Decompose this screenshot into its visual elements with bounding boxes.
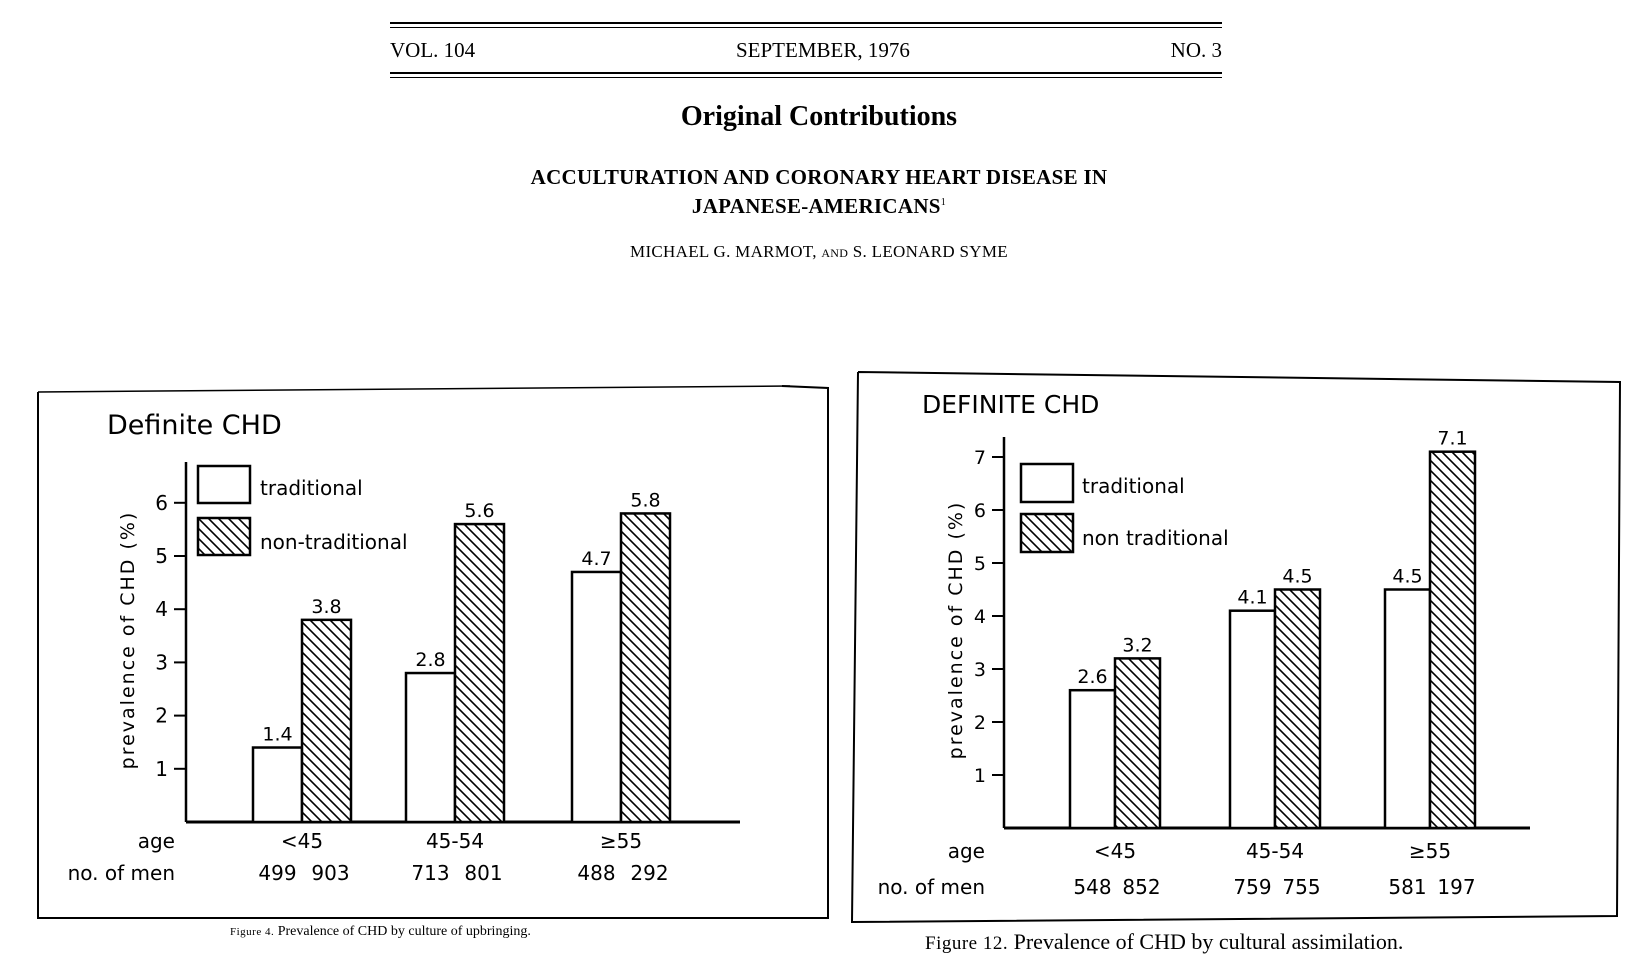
men-count: 903 — [311, 861, 349, 885]
y-tick-label: 3 — [155, 650, 168, 674]
authors-second: S. LEONARD SYME — [852, 242, 1008, 261]
figure-4-caption-text: Prevalence of CHD by culture of upbringi… — [277, 924, 531, 939]
volume-label: VOL. 104 — [390, 37, 476, 62]
bar-traditional — [1383, 588, 1432, 830]
y-tick-label: 6 — [155, 491, 168, 515]
y-tick-label: 4 — [974, 606, 986, 628]
bar-value-label: 4.5 — [1282, 566, 1312, 588]
authors-and: AND — [821, 246, 849, 260]
x-tick-label: 45-54 — [426, 829, 484, 853]
bar-value-label: 5.8 — [630, 489, 660, 511]
legend-label-traditional: traditional — [1082, 474, 1185, 498]
legend-label-non-traditional: non-traditional — [260, 530, 408, 554]
y-tick-label: 5 — [155, 544, 168, 568]
article-title-line2: JAPANESE-AMERICANS — [691, 194, 941, 218]
legend-label-non-traditional: non traditional — [1082, 526, 1229, 550]
bar-non-traditional — [453, 522, 506, 824]
men-count: 197 — [1437, 875, 1475, 899]
y-tick-label: 3 — [974, 659, 986, 681]
y-tick-label: 7 — [974, 447, 986, 469]
legend-swatch-traditional — [1019, 462, 1075, 504]
bar-non-traditional — [1273, 588, 1322, 830]
figure-4-caption-prefix: Figure 4. — [230, 926, 275, 938]
bar-non-traditional — [1113, 657, 1162, 830]
y-axis-label: prevalence of CHD (%) — [945, 501, 967, 760]
authors-first: MICHAEL G. MARMOT, — [630, 242, 817, 261]
x-tick-label: <45 — [1094, 839, 1136, 863]
x-tick-label: ≥55 — [600, 829, 642, 853]
bar-value-label: 3.8 — [311, 596, 341, 618]
bar-non-traditional — [619, 512, 672, 824]
figure-12-caption-text: Prevalence of CHD by cultural assimilati… — [1013, 929, 1404, 954]
chart-title: Definite CHD — [107, 410, 282, 441]
issue-date: SEPTEMBER, 1976 — [735, 37, 910, 62]
chart-title: DEFINITE CHD — [922, 390, 1099, 419]
men-count: 801 — [464, 861, 502, 885]
x-tick-label: ≥55 — [1409, 839, 1451, 863]
men-count: 759 — [1233, 875, 1271, 899]
x-axis-label: age — [948, 839, 985, 863]
section-title: Original Contributions — [680, 101, 958, 132]
y-tick-label: 1 — [155, 757, 168, 781]
bar-value-label: 5.6 — [464, 500, 494, 522]
men-count: 499 — [258, 861, 296, 885]
header-rule-top — [390, 22, 1222, 24]
x-tick-label: <45 — [281, 829, 323, 853]
y-tick-label: 4 — [155, 597, 168, 621]
title-footnote-marker: 1 — [940, 197, 947, 208]
legend-swatch-traditional — [196, 464, 252, 505]
men-count: 755 — [1282, 875, 1320, 899]
header-rule-top-thin — [390, 27, 1222, 28]
bar-traditional — [404, 671, 457, 824]
figure-12-caption-prefix: Figure 12. — [925, 933, 1009, 954]
bar-non-traditional — [1428, 450, 1477, 830]
y-tick-label: 6 — [974, 500, 986, 522]
bar-traditional — [1228, 609, 1277, 830]
bar-value-label: 1.4 — [262, 724, 292, 746]
legend-label-traditional: traditional — [260, 476, 363, 500]
authors: MICHAEL G. MARMOT, AND S. LEONARD SYME — [0, 242, 1638, 262]
y-tick-label: 2 — [974, 712, 986, 734]
men-count: 581 — [1388, 875, 1426, 899]
y-axis-label: prevalence of CHD (%) — [117, 511, 139, 770]
header-row: VOL. 104 SEPTEMBER, 1976 NO. 3 — [390, 28, 1222, 72]
bar-value-label: 4.7 — [581, 548, 611, 570]
article-title: ACCULTURATION AND CORONARY HEART DISEASE… — [0, 165, 1638, 219]
header-rule-bottom-thin — [390, 77, 1222, 78]
bar-value-label: 3.2 — [1122, 634, 1152, 656]
bar-traditional — [1068, 688, 1117, 830]
figure-4-caption: Figure 4. Prevalence of CHD by culture o… — [230, 924, 531, 940]
bar-value-label: 7.1 — [1437, 428, 1467, 450]
article-title-line2-wrap: JAPANESE-AMERICANS1 — [0, 190, 1638, 219]
x-tick-label: 45-54 — [1246, 839, 1304, 863]
y-tick-label: 2 — [155, 704, 168, 728]
issue-number: NO. 3 — [1170, 37, 1222, 62]
legend-swatch-non-traditional — [1019, 512, 1075, 554]
x-axis-label: age — [138, 829, 175, 853]
bar-value-label: 4.1 — [1237, 587, 1267, 609]
men-count: 488 — [577, 861, 615, 885]
bar-value-label: 2.8 — [415, 649, 445, 671]
bar-traditional — [570, 570, 623, 824]
y-tick-label: 5 — [974, 553, 986, 575]
journal-header: VOL. 104 SEPTEMBER, 1976 NO. 3 — [390, 22, 1222, 78]
bar-value-label: 4.5 — [1392, 566, 1422, 588]
bar-traditional — [251, 746, 304, 824]
article-title-line1: ACCULTURATION AND CORONARY HEART DISEASE… — [530, 165, 1108, 189]
legend-swatch-non-traditional — [196, 516, 252, 557]
men-count: 852 — [1122, 875, 1160, 899]
men-count: 292 — [630, 861, 668, 885]
men-count: 548 — [1073, 875, 1111, 899]
y-tick-label: 1 — [974, 765, 986, 787]
header-rule-bottom — [390, 72, 1222, 74]
men-count: 713 — [411, 861, 449, 885]
figure-12-caption: Figure 12. Prevalence of CHD by cultural… — [925, 929, 1403, 955]
men-count-row-label: no. of men — [878, 875, 985, 899]
bar-non-traditional — [300, 618, 353, 824]
men-count-row-label: no. of men — [68, 861, 175, 885]
bar-value-label: 2.6 — [1077, 666, 1107, 688]
